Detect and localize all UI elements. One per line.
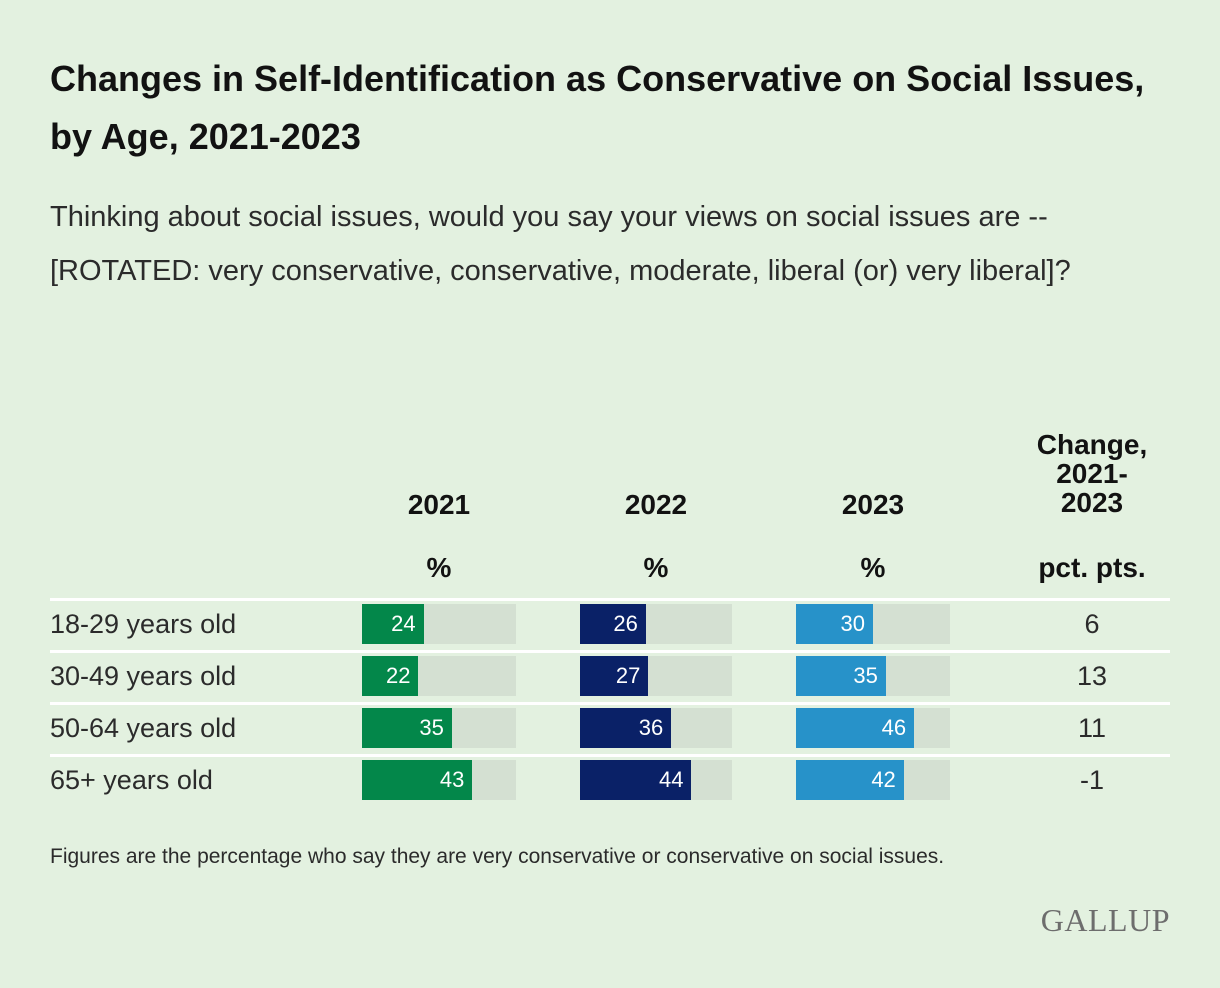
bar-track-2023: 35 [796, 656, 950, 696]
bar-2023: 30 [796, 604, 873, 644]
bar-2023: 35 [796, 656, 886, 696]
row-label: 65+ years old [50, 765, 213, 795]
bar-track-2022: 26 [580, 604, 732, 644]
row-label: 18-29 years old [50, 609, 237, 639]
bar-2022: 27 [580, 656, 649, 696]
chart-subtitle: Thinking about social issues, would you … [50, 201, 1071, 287]
bar-2022: 36 [580, 708, 672, 748]
bar-track-2023: 30 [796, 604, 950, 644]
bar-track-2021: 35 [362, 708, 516, 748]
row-label: 30-49 years old [50, 661, 237, 691]
bar-track-2022: 44 [580, 760, 732, 800]
bar-2021: 35 [362, 708, 452, 748]
unit-2022: % [643, 552, 669, 583]
change-header-line3: 2023 [1060, 487, 1124, 518]
bar-track-2021: 24 [362, 604, 516, 644]
col-header-2022: 2022 [624, 489, 688, 520]
bar-2021: 43 [362, 760, 473, 800]
bar-track-2023: 46 [796, 708, 950, 748]
row-divider [50, 650, 1170, 653]
row-divider [50, 702, 1170, 705]
col-header-2021: 2021 [407, 489, 471, 520]
change-value: 11 [1077, 713, 1107, 743]
bar-2021: 24 [362, 604, 424, 644]
col-header-2023: 2023 [841, 489, 905, 520]
chart-title: Changes in Self-Identification as Conser… [50, 58, 1145, 157]
bar-2022: 26 [580, 604, 646, 644]
bar-2022: 44 [580, 760, 692, 800]
bar-track-2023: 42 [796, 760, 950, 800]
col-header-change: Change, 2021- 2023 [1016, 430, 1168, 517]
bar-track-2022: 27 [580, 656, 732, 696]
bar-track-2021: 43 [362, 760, 516, 800]
footnote: Figures are the percentage who say they … [50, 845, 945, 868]
unit-2021: % [426, 552, 452, 583]
change-header-line1: Change, [1036, 429, 1148, 460]
bar-2023: 46 [796, 708, 915, 748]
gallup-logo: GALLUP [1040, 902, 1170, 938]
row-divider [50, 598, 1170, 601]
bar-track-2022: 36 [580, 708, 732, 748]
unit-2023: % [860, 552, 886, 583]
bar-2023: 42 [796, 760, 904, 800]
bar-2021: 22 [362, 656, 419, 696]
row-divider [50, 754, 1170, 757]
unit-change: pct. pts. [1038, 552, 1146, 583]
change-header-line2: 2021- [1056, 458, 1128, 489]
row-label: 50-64 years old [50, 713, 237, 743]
change-value: 6 [1084, 609, 1100, 639]
change-value: -1 [1079, 765, 1104, 795]
change-value: 13 [1076, 661, 1108, 691]
bar-track-2021: 22 [362, 656, 516, 696]
